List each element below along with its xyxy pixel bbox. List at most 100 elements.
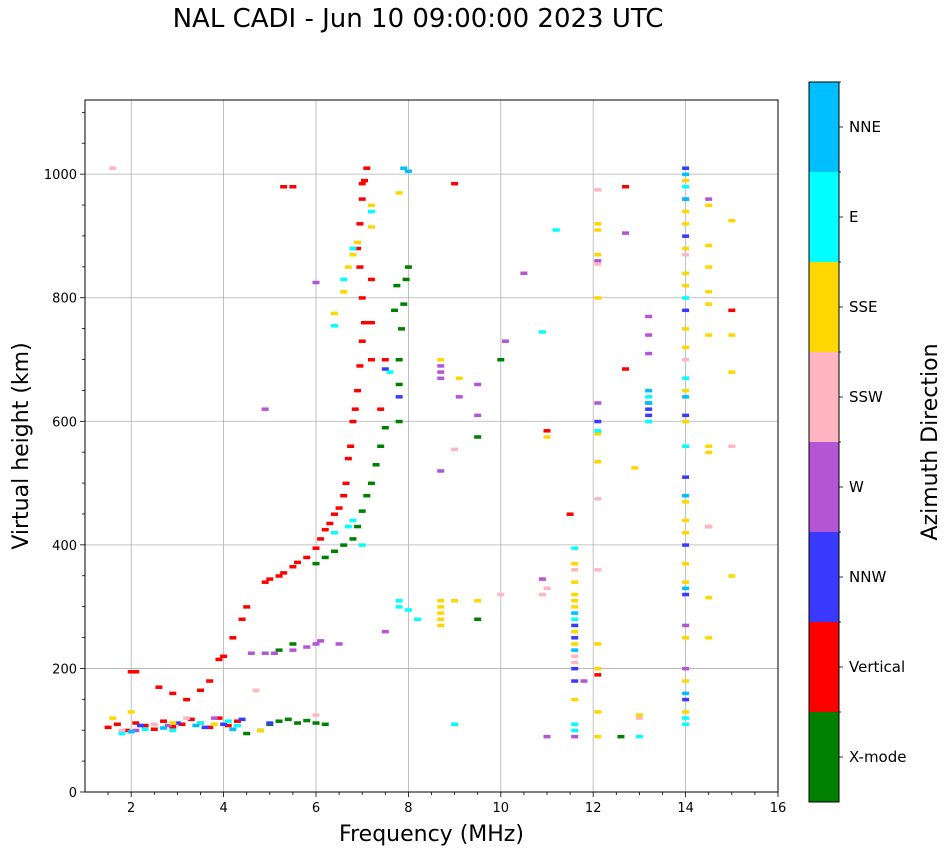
y-tick-label: 200 [52,662,77,677]
point-sse [682,327,690,331]
point-nne [404,169,412,174]
data-points [104,166,736,739]
point-nnw [201,725,209,730]
point-nne [682,197,690,201]
point-x-mode [358,509,366,513]
point-sse [594,432,602,436]
point-sse [330,311,338,316]
point-w [622,231,630,235]
point-w [474,413,482,418]
point-sse [437,623,445,628]
point-nne [645,388,653,393]
x-axis-label: Frequency (MHz) [339,822,524,847]
point-sse [594,710,602,714]
point-e [571,546,579,550]
point-sse [728,574,736,578]
point-nne [400,166,408,170]
point-vertical [132,670,140,674]
point-w [520,271,528,275]
point-vertical [160,719,168,723]
point-sse [705,444,713,448]
point-nne [682,493,690,498]
point-x-mode [303,718,311,723]
point-vertical [358,296,366,300]
point-x-mode [367,481,375,486]
colorbar-label: NNW [849,568,886,586]
point-vertical [363,166,371,170]
point-vertical [317,537,325,541]
colorbar-segment-sse [809,262,839,352]
point-sse [571,561,579,566]
point-ssw [594,497,602,501]
point-e [451,722,459,727]
point-e [349,518,357,523]
point-x-mode [354,524,362,529]
point-e [386,370,394,374]
point-sse [571,580,579,584]
point-e [340,277,348,282]
point-x-mode [289,642,297,646]
point-w [580,679,588,683]
colorbar-label: X-mode [849,748,906,766]
point-sse [682,500,690,504]
point-sse [210,722,218,727]
x-tick-label: 12 [585,801,602,816]
point-w [437,370,445,374]
point-nnw [682,166,690,170]
point-e [349,246,357,251]
point-vertical [728,308,736,313]
point-sse [474,598,482,603]
point-sse [728,218,736,223]
point-nne [229,727,237,731]
point-vertical [187,717,195,722]
point-vertical [326,521,334,526]
point-vertical [206,679,214,683]
point-x-mode [617,734,625,739]
point-nnw [682,543,690,547]
point-e [344,524,352,529]
point-sse [705,243,713,248]
point-e [571,728,579,733]
point-e [571,617,579,621]
point-e [552,228,560,232]
point-sse [682,271,690,275]
point-x-mode [275,648,283,652]
point-e [169,728,177,733]
point-sse [635,713,643,717]
point-ssw [118,728,126,733]
point-ssw [571,654,579,659]
y-tick-label: 0 [69,786,77,801]
point-nnw [682,592,690,597]
point-vertical [197,688,204,693]
point-vertical [566,512,574,516]
point-w [312,642,320,646]
point-nnw [682,697,690,702]
point-vertical [622,367,630,371]
point-sse [682,679,690,683]
point-sse [682,283,690,288]
point-ssw [451,447,459,452]
point-vertical [354,246,362,251]
point-vertical [127,670,135,674]
point-w [303,645,311,649]
point-ssw [594,188,602,192]
point-sse [349,252,357,257]
point-sse [594,642,602,646]
point-sse [451,598,459,603]
point-ssw [150,722,158,727]
point-e [330,531,338,535]
point-w [501,339,509,343]
point-sse [682,580,690,584]
point-e [635,734,643,739]
point-sse [344,265,352,269]
point-sse [594,296,602,300]
point-w [543,734,551,739]
point-sse [594,734,602,739]
point-e [367,209,375,214]
point-x-mode [321,555,329,560]
point-vertical [206,725,214,730]
x-tick-label: 8 [404,801,412,816]
point-vertical [215,716,223,720]
point-sse [682,531,690,535]
point-e [118,731,126,736]
